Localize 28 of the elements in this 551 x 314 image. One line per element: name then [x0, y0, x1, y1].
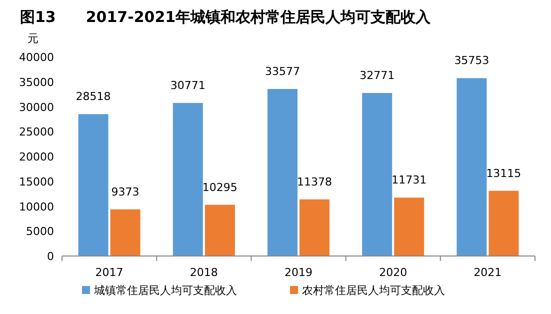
xtick: 2020	[379, 266, 408, 279]
xtick: 2021	[474, 266, 502, 279]
ytick: 25000	[19, 126, 54, 139]
data-label: 11378	[297, 175, 332, 188]
ytick: 15000	[19, 175, 54, 188]
data-label: 10295	[202, 180, 238, 194]
data-label: 28518	[76, 90, 111, 104]
ytick: 30000	[19, 100, 54, 114]
ytick: 20000	[19, 150, 54, 164]
ytick: 10000	[19, 200, 54, 214]
ylabel: 元	[28, 32, 38, 45]
ytick: 0	[47, 250, 54, 263]
data-label: 30771	[170, 78, 206, 92]
ytick: 40000	[19, 51, 54, 64]
legend-label: 城镇常住居民人均可支配收入	[94, 284, 237, 297]
title: 图13 2017-2021年城镇和农村常住居民人均可支配收入	[20, 8, 431, 26]
data-label: 13115	[486, 166, 522, 180]
data-label: 35753	[454, 54, 490, 68]
data-label: 9373	[111, 185, 140, 198]
xtick: 2019	[284, 266, 312, 279]
data-label: 11731	[392, 174, 427, 187]
xtick: 2017	[95, 266, 124, 279]
xtick: 2018	[190, 266, 218, 279]
legend-label: 农村常住居民人均可支配收入	[302, 284, 445, 297]
data-label: 32771	[360, 68, 395, 82]
data-label: 33577	[265, 64, 300, 78]
ytick: 5000	[26, 225, 54, 238]
ytick: 35000	[19, 76, 54, 89]
